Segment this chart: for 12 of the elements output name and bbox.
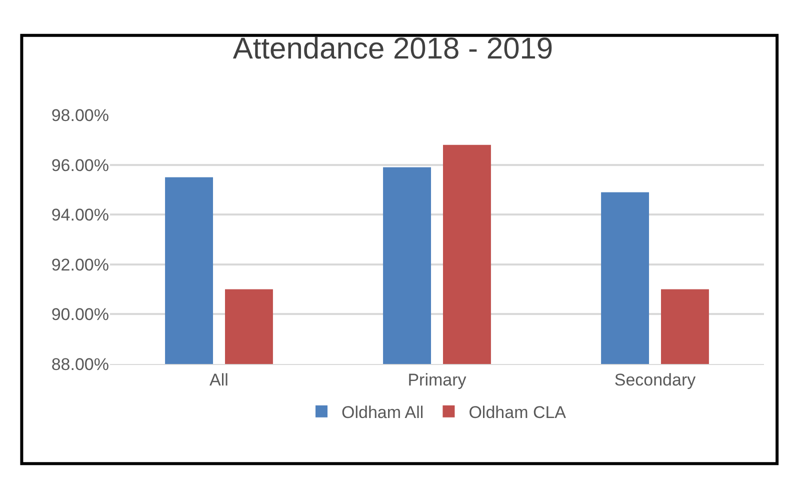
y-tick-label: 94.00% <box>51 206 109 225</box>
y-tick-label: 88.00% <box>51 354 109 374</box>
chart-title: Attendance 2018 - 2019 <box>232 32 554 66</box>
y-tick-label: 98.00% <box>51 106 109 125</box>
legend-label: Oldham CLA <box>468 403 567 422</box>
y-tick-label: 90.00% <box>51 305 109 324</box>
y-tick-label: 96.00% <box>51 156 109 175</box>
x-tick-label: Primary <box>408 370 467 390</box>
y-tick-label: 92.00% <box>51 255 109 274</box>
x-tick-label: Secondary <box>614 370 696 390</box>
legend-label: Oldham All <box>342 403 424 422</box>
x-tick-label: All <box>210 370 228 390</box>
